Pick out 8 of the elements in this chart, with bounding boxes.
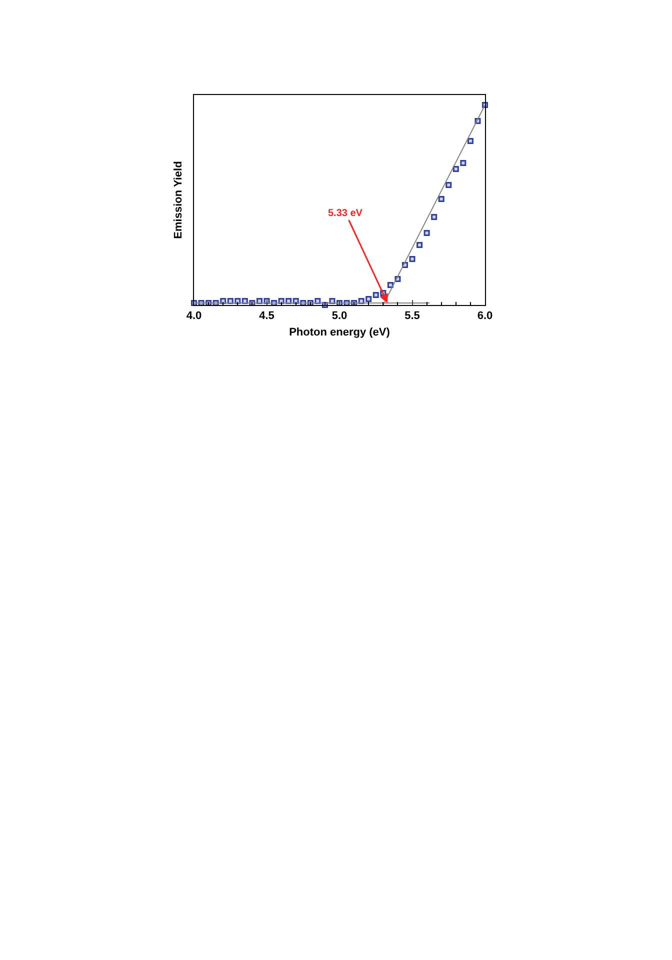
x-tick-label: 5.0 <box>332 310 348 322</box>
x-tick-label: 6.0 <box>477 310 493 322</box>
x-tick-label: 5.5 <box>404 310 420 322</box>
x-tick-label: 4.0 <box>186 310 202 322</box>
x-tick-label: 4.5 <box>259 310 274 322</box>
x-axis-title: Photon energy (eV) <box>289 326 390 338</box>
y-axis-title: Emission Yield <box>172 161 185 239</box>
annotation: 5.33 eV <box>328 208 363 219</box>
